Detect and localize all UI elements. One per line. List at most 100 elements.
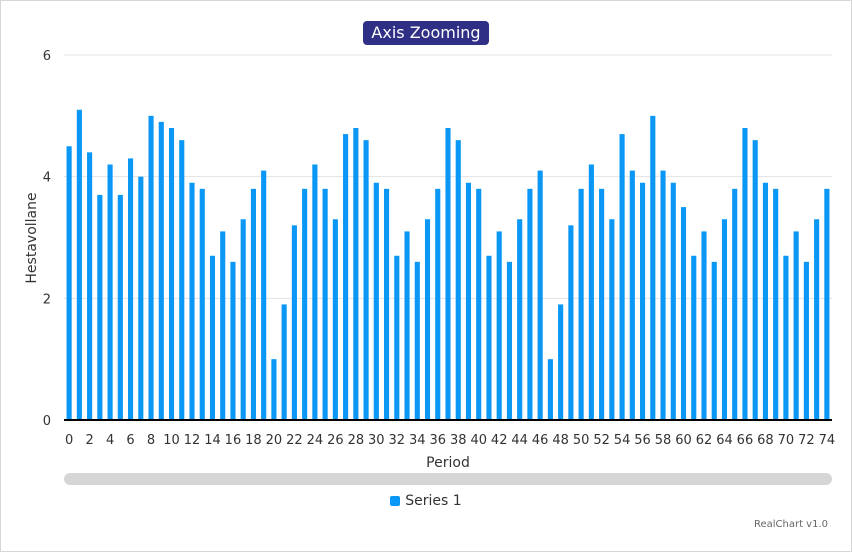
zoom-navigator-scrollbar[interactable] <box>64 473 832 485</box>
bar[interactable] <box>384 188 390 420</box>
bar[interactable] <box>476 188 482 420</box>
bar[interactable] <box>773 188 779 420</box>
y-tick-label: 0 <box>43 414 51 429</box>
legend-swatch <box>390 496 401 506</box>
bar[interactable] <box>291 225 297 420</box>
x-tick-label: 44 <box>511 433 528 448</box>
x-tick-label: 18 <box>245 433 262 448</box>
bar[interactable] <box>609 219 615 420</box>
bar[interactable] <box>414 261 420 420</box>
bar[interactable] <box>506 261 512 420</box>
bar[interactable] <box>343 134 349 421</box>
bar[interactable] <box>353 128 359 420</box>
bar[interactable] <box>793 231 799 420</box>
legend: Series 1 <box>0 493 852 510</box>
x-tick-label: 72 <box>798 433 815 448</box>
bar[interactable] <box>250 188 256 420</box>
bar[interactable] <box>158 121 164 421</box>
bar[interactable] <box>486 255 492 420</box>
bar[interactable] <box>527 188 533 420</box>
bar[interactable] <box>435 188 441 420</box>
bar[interactable] <box>455 140 461 420</box>
bar[interactable] <box>189 182 195 420</box>
y-tick-label: 2 <box>43 292 51 307</box>
x-tick-label: 54 <box>614 433 631 448</box>
x-tick-label: 74 <box>819 433 836 448</box>
bar[interactable] <box>107 164 113 421</box>
bar[interactable] <box>199 188 205 420</box>
bar[interactable] <box>496 231 502 420</box>
bar[interactable] <box>209 255 216 420</box>
bar[interactable] <box>803 261 809 420</box>
bar[interactable] <box>701 231 707 420</box>
bar[interactable] <box>670 182 676 420</box>
bar[interactable] <box>568 225 574 420</box>
x-tick-label: 30 <box>368 433 385 448</box>
bar[interactable] <box>261 170 267 420</box>
bar[interactable] <box>445 128 451 420</box>
bar[interactable] <box>742 128 748 420</box>
bar[interactable] <box>220 231 226 420</box>
bar[interactable] <box>240 219 246 420</box>
bar-series <box>66 109 830 421</box>
bar[interactable] <box>312 164 318 421</box>
bar[interactable] <box>629 170 635 420</box>
bar[interactable] <box>752 140 758 420</box>
bar[interactable] <box>404 231 410 420</box>
bar[interactable] <box>373 182 379 420</box>
legend-item-series-1[interactable]: Series 1 <box>390 493 462 509</box>
bar[interactable] <box>721 219 728 420</box>
bar[interactable] <box>588 164 594 421</box>
bar[interactable] <box>363 140 369 420</box>
bar[interactable] <box>640 182 646 420</box>
bar[interactable] <box>547 359 553 420</box>
bar[interactable] <box>680 207 687 420</box>
bar[interactable] <box>332 219 338 420</box>
bar[interactable] <box>76 109 82 420</box>
bar[interactable] <box>660 170 666 420</box>
bar[interactable] <box>230 261 236 420</box>
bar[interactable] <box>465 182 472 420</box>
bar[interactable] <box>322 188 328 420</box>
bar[interactable] <box>302 188 308 420</box>
bar[interactable] <box>537 170 543 420</box>
x-tick-label: 22 <box>286 433 303 448</box>
bar[interactable] <box>179 140 185 420</box>
bar[interactable] <box>619 134 625 421</box>
bar[interactable] <box>517 219 523 420</box>
bar[interactable] <box>814 219 820 420</box>
x-tick-label: 12 <box>184 433 201 448</box>
x-tick-label: 28 <box>348 433 365 448</box>
bar[interactable] <box>66 146 72 420</box>
bar[interactable] <box>87 152 93 421</box>
bar[interactable] <box>168 128 175 420</box>
bar[interactable] <box>783 255 789 420</box>
bar[interactable] <box>599 188 605 420</box>
x-tick-label: 66 <box>737 433 754 448</box>
bar[interactable] <box>394 255 400 420</box>
bar[interactable] <box>558 304 564 420</box>
bar[interactable] <box>762 182 768 420</box>
bar[interactable] <box>732 188 738 420</box>
x-axis-ticks: 0 2 4 6 8 10 12 14 16 18 20 22 24 26 28 30 32 34 36 38 40 42 4… <box>65 433 835 448</box>
bar[interactable] <box>711 261 717 420</box>
x-tick-label: 4 <box>106 433 114 448</box>
bar[interactable] <box>281 304 287 420</box>
chart-title-wrap: Axis Zooming <box>0 21 852 45</box>
x-tick-label: 62 <box>696 433 713 448</box>
bar[interactable] <box>128 158 134 420</box>
x-axis-title: Period <box>426 455 470 471</box>
bar[interactable] <box>424 219 431 420</box>
bar[interactable] <box>271 359 277 420</box>
bar[interactable] <box>650 115 656 420</box>
bar[interactable] <box>691 255 697 420</box>
bar[interactable] <box>148 115 154 420</box>
bar[interactable] <box>138 176 144 420</box>
bar[interactable] <box>117 194 123 420</box>
bar[interactable] <box>97 194 103 420</box>
bar[interactable] <box>824 188 830 420</box>
bar[interactable] <box>578 188 584 420</box>
x-tick-label: 24 <box>307 433 324 448</box>
x-tick-label: 38 <box>450 433 467 448</box>
